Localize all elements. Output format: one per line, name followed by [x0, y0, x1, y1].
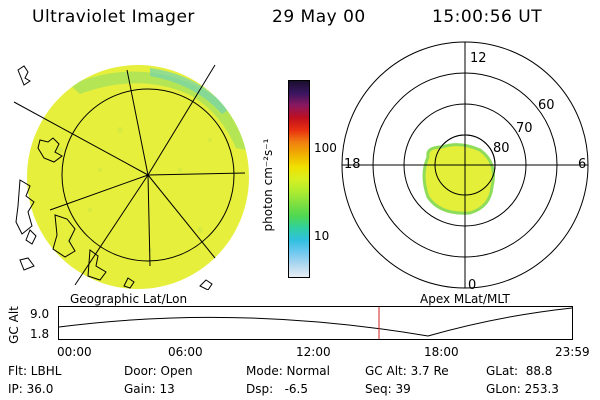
status-seq: Seq: 39 — [365, 382, 411, 396]
geographic-image — [13, 64, 249, 290]
lat-label-70: 70 — [516, 121, 533, 136]
colorbar-gradient — [289, 81, 309, 277]
polar-plot: 12 18 6 0 60 70 80 — [341, 41, 589, 293]
status-mode: Mode: Normal — [246, 364, 330, 378]
mlt-label-0: 0 — [468, 278, 476, 293]
status-ip: IP: 36.0 — [8, 382, 54, 396]
alt-tick-low: 1.8 — [30, 327, 50, 341]
status-glat: GLat: 88.8 — [486, 364, 553, 378]
auroral-oval — [422, 143, 495, 215]
time-tick-0: 00:00 — [57, 345, 92, 359]
status-glon: GLon: 253.3 — [486, 382, 559, 396]
lat-label-80: 80 — [493, 141, 510, 156]
instrument-title: Ultraviolet Imager — [32, 7, 195, 27]
colorbar-tick-10: 10 — [314, 229, 330, 243]
lat-label-60: 60 — [538, 98, 555, 113]
mlt-label-18: 18 — [344, 157, 361, 172]
mlt-label-6: 6 — [578, 157, 586, 172]
time-tick-1: 06:00 — [168, 345, 203, 359]
colorbar-unit-label: photon cm⁻²s⁻¹ — [261, 138, 275, 232]
status-dsp: Dsp: -6.5 — [246, 382, 309, 396]
mlt-label-12: 12 — [470, 51, 487, 66]
status-door: Door: Open — [124, 364, 193, 378]
status-gain: Gain: 13 — [124, 382, 175, 396]
time-tick-3: 18:00 — [424, 345, 459, 359]
status-gc-alt: GC Alt: 3.7 Re — [365, 364, 449, 378]
right-panel-label: Apex MLat/MLT — [420, 292, 510, 306]
date-label: 29 May 00 — [272, 7, 366, 27]
time-tick-4: 23:59 — [555, 345, 590, 359]
altitude-plot — [58, 306, 573, 340]
status-flt: Flt: LBHL — [8, 364, 62, 378]
altitude-axis-label: GC Alt — [7, 306, 21, 344]
auroral-disc — [27, 65, 249, 289]
time-tick-2: 12:00 — [296, 345, 331, 359]
colorbar-tick-100: 100 — [314, 141, 337, 155]
left-panel-label: Geographic Lat/Lon — [70, 292, 188, 306]
colorbar — [288, 80, 310, 278]
time-label: 15:00:56 UT — [432, 7, 543, 27]
alt-tick-high: 9.0 — [30, 307, 50, 321]
